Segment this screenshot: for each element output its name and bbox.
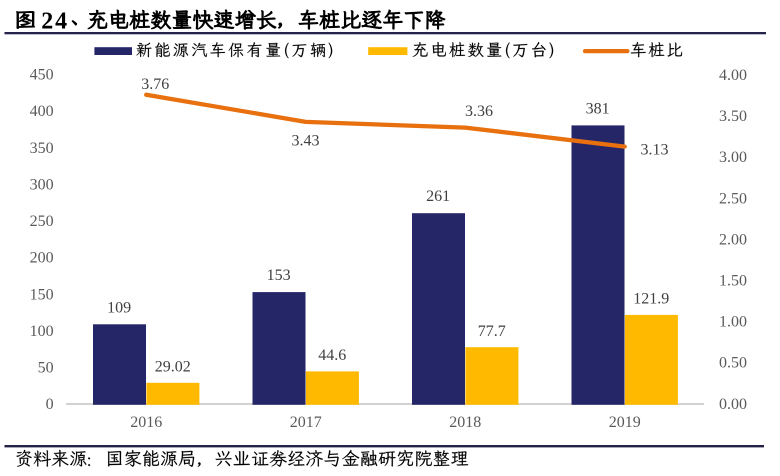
svg-text:0: 0 [46, 396, 54, 413]
svg-text:261: 261 [426, 188, 450, 205]
svg-text:50: 50 [38, 360, 54, 377]
svg-text:2017: 2017 [290, 414, 322, 431]
svg-text:3.13: 3.13 [641, 142, 669, 159]
svg-text:153: 153 [267, 267, 291, 284]
svg-text:3.36: 3.36 [465, 103, 493, 120]
svg-text:250: 250 [30, 213, 54, 230]
svg-text:450: 450 [30, 67, 54, 84]
svg-text:1.00: 1.00 [719, 314, 747, 331]
svg-text:0.50: 0.50 [719, 355, 747, 372]
svg-text:3.50: 3.50 [719, 108, 747, 125]
svg-text:109: 109 [107, 299, 131, 316]
svg-text:100: 100 [30, 323, 54, 340]
svg-text:2019: 2019 [609, 414, 641, 431]
svg-text:2.50: 2.50 [719, 190, 747, 207]
svg-text:1.50: 1.50 [719, 273, 747, 290]
svg-text:381: 381 [586, 100, 610, 117]
svg-text:2018: 2018 [449, 414, 481, 431]
svg-text:3.00: 3.00 [719, 149, 747, 166]
svg-text:400: 400 [30, 103, 54, 120]
svg-text:150: 150 [30, 286, 54, 303]
svg-text:3.43: 3.43 [292, 133, 320, 150]
svg-text:2016: 2016 [130, 414, 162, 431]
svg-text:0.00: 0.00 [719, 396, 747, 413]
svg-text:300: 300 [30, 176, 54, 193]
svg-text:200: 200 [30, 250, 54, 267]
svg-text:2.00: 2.00 [719, 231, 747, 248]
svg-text:2: 2 [41, 9, 53, 35]
svg-text:4.00: 4.00 [719, 67, 747, 84]
svg-text:77.7: 77.7 [478, 323, 506, 340]
svg-text:3.76: 3.76 [141, 76, 169, 93]
svg-text:44.6: 44.6 [318, 347, 346, 364]
svg-text:29.02: 29.02 [155, 359, 191, 376]
svg-text:4: 4 [55, 9, 67, 35]
svg-text:121.9: 121.9 [633, 291, 669, 308]
svg-text:350: 350 [30, 140, 54, 157]
